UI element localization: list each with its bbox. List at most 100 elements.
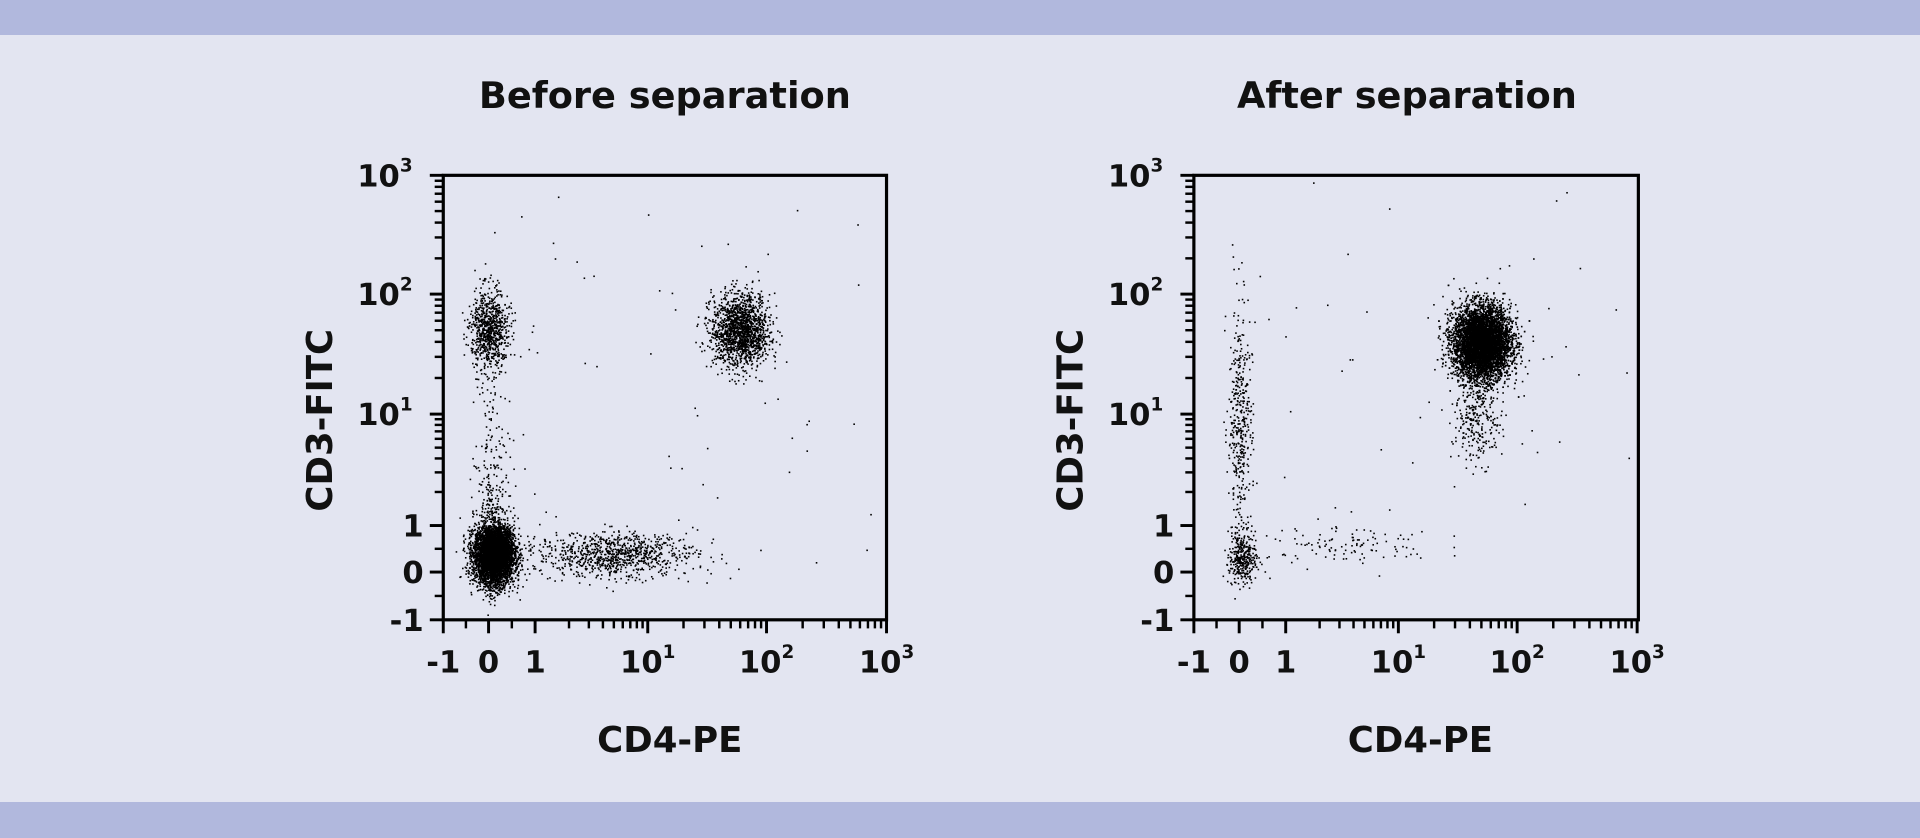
data-point	[488, 581, 491, 583]
data-point	[496, 575, 499, 578]
data-point	[498, 581, 500, 583]
data-point	[501, 495, 504, 498]
data-point	[506, 537, 509, 539]
data-point	[481, 542, 484, 545]
data-point	[507, 579, 510, 582]
data-point	[492, 578, 495, 580]
data-point	[479, 578, 482, 580]
data-point	[498, 574, 500, 577]
data-point	[494, 527, 497, 530]
data-point	[504, 544, 506, 547]
data-point	[511, 532, 513, 535]
data-point	[477, 556, 480, 558]
data-point	[485, 527, 487, 529]
data-point	[493, 572, 495, 574]
data-point	[469, 557, 471, 560]
data-point	[496, 558, 499, 561]
data-point	[497, 523, 499, 525]
data-point	[481, 581, 484, 584]
data-point	[506, 557, 508, 560]
data-point	[515, 547, 518, 550]
data-point	[507, 547, 509, 550]
data-point	[512, 563, 515, 565]
data-point	[487, 515, 490, 518]
data-point	[506, 543, 508, 545]
data-point	[482, 570, 485, 572]
data-point	[470, 544, 473, 547]
data-point	[490, 562, 493, 565]
data-point	[493, 527, 495, 529]
data-point	[481, 573, 484, 575]
y-axis-label: CD3-FITC	[300, 329, 341, 512]
data-point	[501, 548, 503, 551]
data-point	[518, 557, 521, 559]
data-point	[511, 557, 513, 560]
data-point	[494, 591, 497, 594]
data-point	[472, 542, 474, 545]
data-point	[504, 567, 507, 570]
data-point	[484, 562, 486, 564]
data-point	[474, 559, 476, 561]
data-point	[466, 564, 468, 566]
data-point	[474, 538, 477, 540]
data-point	[506, 519, 509, 522]
data-point	[492, 577, 495, 579]
data-point	[508, 553, 511, 556]
data-point	[491, 554, 494, 557]
data-point	[484, 589, 487, 592]
data-point	[475, 561, 478, 563]
data-point	[506, 568, 509, 570]
data-point	[493, 589, 495, 592]
data-point	[473, 554, 476, 556]
data-point	[473, 544, 476, 546]
data-point	[468, 548, 471, 551]
data-point	[473, 566, 475, 569]
data-point	[488, 562, 491, 564]
data-point	[500, 569, 502, 572]
data-point	[460, 575, 462, 578]
data-point	[493, 551, 496, 554]
data-point	[497, 516, 500, 519]
data-point	[501, 566, 504, 568]
data-point	[509, 554, 512, 556]
data-point	[521, 548, 523, 550]
data-point	[489, 566, 492, 568]
data-point	[470, 591, 473, 594]
data-point	[504, 570, 507, 573]
data-point	[480, 539, 483, 542]
data-point	[488, 574, 491, 577]
data-point	[473, 568, 476, 570]
data-point	[496, 537, 498, 540]
data-point	[499, 539, 501, 542]
top-band	[0, 0, 1920, 35]
data-point	[498, 554, 500, 557]
data-point	[487, 543, 489, 545]
data-point	[510, 533, 513, 536]
data-point	[521, 554, 523, 557]
data-point	[506, 535, 509, 537]
data-point	[489, 558, 492, 560]
data-point	[502, 579, 505, 582]
data-point	[507, 536, 510, 539]
data-point	[485, 554, 487, 556]
plot-before: Before separation CD4-PE CD3-FITC -1-100…	[300, 74, 914, 761]
data-point	[472, 554, 475, 557]
data-point	[504, 531, 507, 534]
data-point	[495, 574, 498, 577]
data-point	[497, 521, 500, 523]
data-point	[485, 549, 488, 552]
data-point	[489, 589, 492, 592]
data-point	[506, 570, 509, 572]
data-point	[495, 578, 498, 580]
data-point	[516, 550, 518, 552]
data-point	[479, 574, 482, 577]
data-point	[489, 553, 492, 555]
data-point	[514, 527, 516, 530]
data-point	[489, 543, 492, 545]
data-point	[503, 545, 505, 547]
data-point	[469, 544, 472, 547]
bottom-band	[0, 802, 1920, 838]
data-point	[504, 528, 507, 530]
data-point	[479, 581, 482, 583]
